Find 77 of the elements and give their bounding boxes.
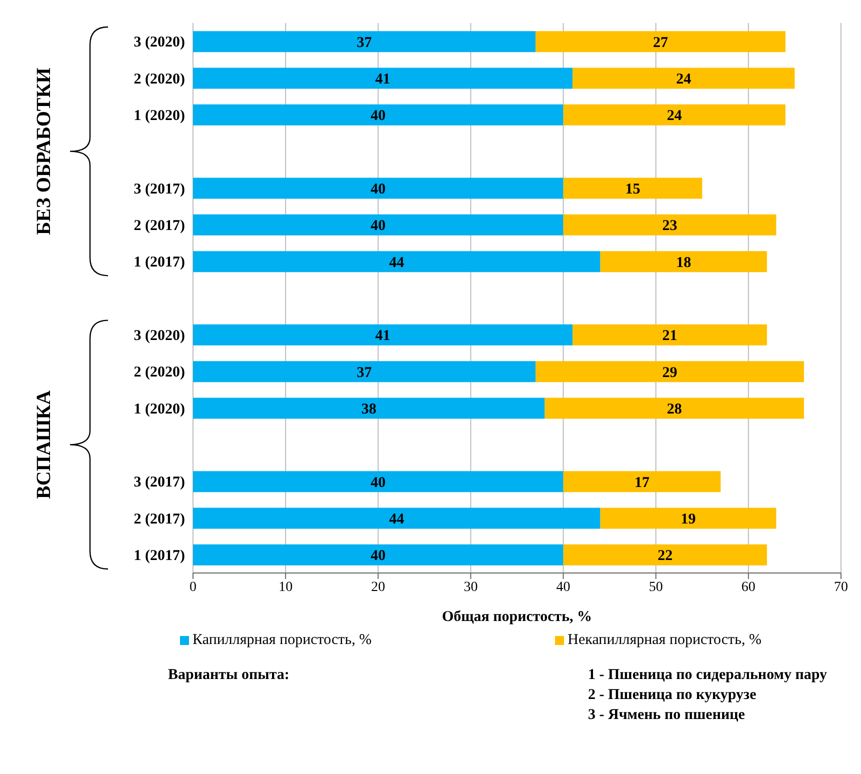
- data-label: 21: [662, 328, 678, 344]
- x-tick-label: 20: [371, 580, 386, 595]
- y-tick-label: 3 (2020): [134, 34, 185, 51]
- bar: [193, 508, 600, 529]
- y-tick-label: 1 (2020): [134, 108, 185, 124]
- x-tick-label: 70: [834, 580, 848, 595]
- bar: [193, 324, 573, 346]
- data-label: 23: [662, 218, 678, 234]
- bar: [544, 398, 804, 419]
- text: 1 - Пшеница по сидеральному пару: [588, 667, 828, 684]
- data-label: 44: [389, 254, 405, 271]
- bar: [193, 214, 564, 236]
- data-label: 28: [666, 402, 682, 418]
- bar: [193, 544, 564, 566]
- data-label: 19: [680, 512, 696, 528]
- text: 2 - Пшеница по кукурузе: [588, 687, 758, 704]
- data-label: 27: [652, 34, 668, 51]
- bar: [563, 104, 786, 126]
- bar: [193, 398, 545, 419]
- legend-label: Некапиллярная пористость, %: [568, 632, 762, 649]
- text: Варианты опыта:: [167, 667, 290, 685]
- bar: [600, 251, 767, 272]
- bar: [193, 104, 564, 126]
- bar: [193, 251, 600, 272]
- text: БЕЗ ОБРАБОТКИ: [33, 67, 55, 235]
- data-label: 29: [662, 364, 678, 381]
- bar: [536, 361, 804, 382]
- y-tick-label: 1 (2017): [134, 548, 185, 564]
- bar: [193, 471, 564, 492]
- y-tick-label: 1 (2020): [134, 401, 185, 418]
- data-label: 41: [375, 328, 390, 344]
- data-label: 18: [676, 254, 692, 271]
- data-label: 44: [389, 512, 405, 528]
- x-tick-label: 30: [464, 580, 478, 595]
- bar: [563, 178, 702, 199]
- y-tick-label: 2 (2017): [134, 511, 185, 528]
- data-label: 22: [658, 548, 673, 564]
- data-label: 17: [634, 474, 650, 491]
- data-label: 24: [676, 72, 692, 88]
- data-label: 40: [370, 548, 386, 564]
- x-tick-label: 50: [648, 580, 663, 595]
- x-tick-label: 10: [278, 580, 293, 595]
- bar: [193, 361, 536, 382]
- y-tick-label: 2 (2020): [134, 364, 185, 381]
- data-label: 38: [361, 402, 376, 418]
- bar: [193, 178, 564, 199]
- bar: [563, 544, 767, 566]
- data-label: 40: [370, 182, 386, 198]
- y-tick-label: 2 (2017): [134, 218, 185, 234]
- bar: [563, 471, 721, 492]
- data-label: 37: [356, 34, 372, 51]
- data-label: 40: [370, 218, 386, 234]
- x-axis-title: Общая пористость, %: [442, 609, 592, 625]
- y-tick-label: 2 (2020): [134, 71, 185, 88]
- y-tick-label: 1 (2017): [134, 254, 185, 271]
- bar: [563, 214, 776, 236]
- data-label: 24: [666, 108, 682, 124]
- y-tick-label: 3 (2020): [134, 328, 185, 344]
- text: 3 - Ячмень по пшенице: [588, 707, 746, 724]
- data-label: 40: [370, 108, 386, 124]
- bar: [600, 508, 776, 529]
- data-label: 15: [625, 182, 640, 198]
- y-tick-label: 3 (2017): [134, 181, 185, 198]
- data-label: 40: [370, 474, 386, 491]
- x-tick-label: 0: [190, 580, 196, 595]
- data-label: 41: [375, 72, 390, 88]
- bar: [193, 31, 536, 52]
- x-tick-label: 60: [741, 580, 756, 595]
- x-tick-label: 40: [556, 580, 570, 595]
- y-tick-label: 3 (2017): [134, 474, 185, 491]
- text: ВСПАШКА: [33, 390, 55, 500]
- legend-label: Капиллярная пористость, %: [192, 632, 372, 649]
- bar: [536, 31, 786, 52]
- bar: [572, 68, 795, 89]
- bar: [572, 324, 767, 346]
- data-label: 37: [356, 364, 372, 381]
- bar: [193, 68, 573, 89]
